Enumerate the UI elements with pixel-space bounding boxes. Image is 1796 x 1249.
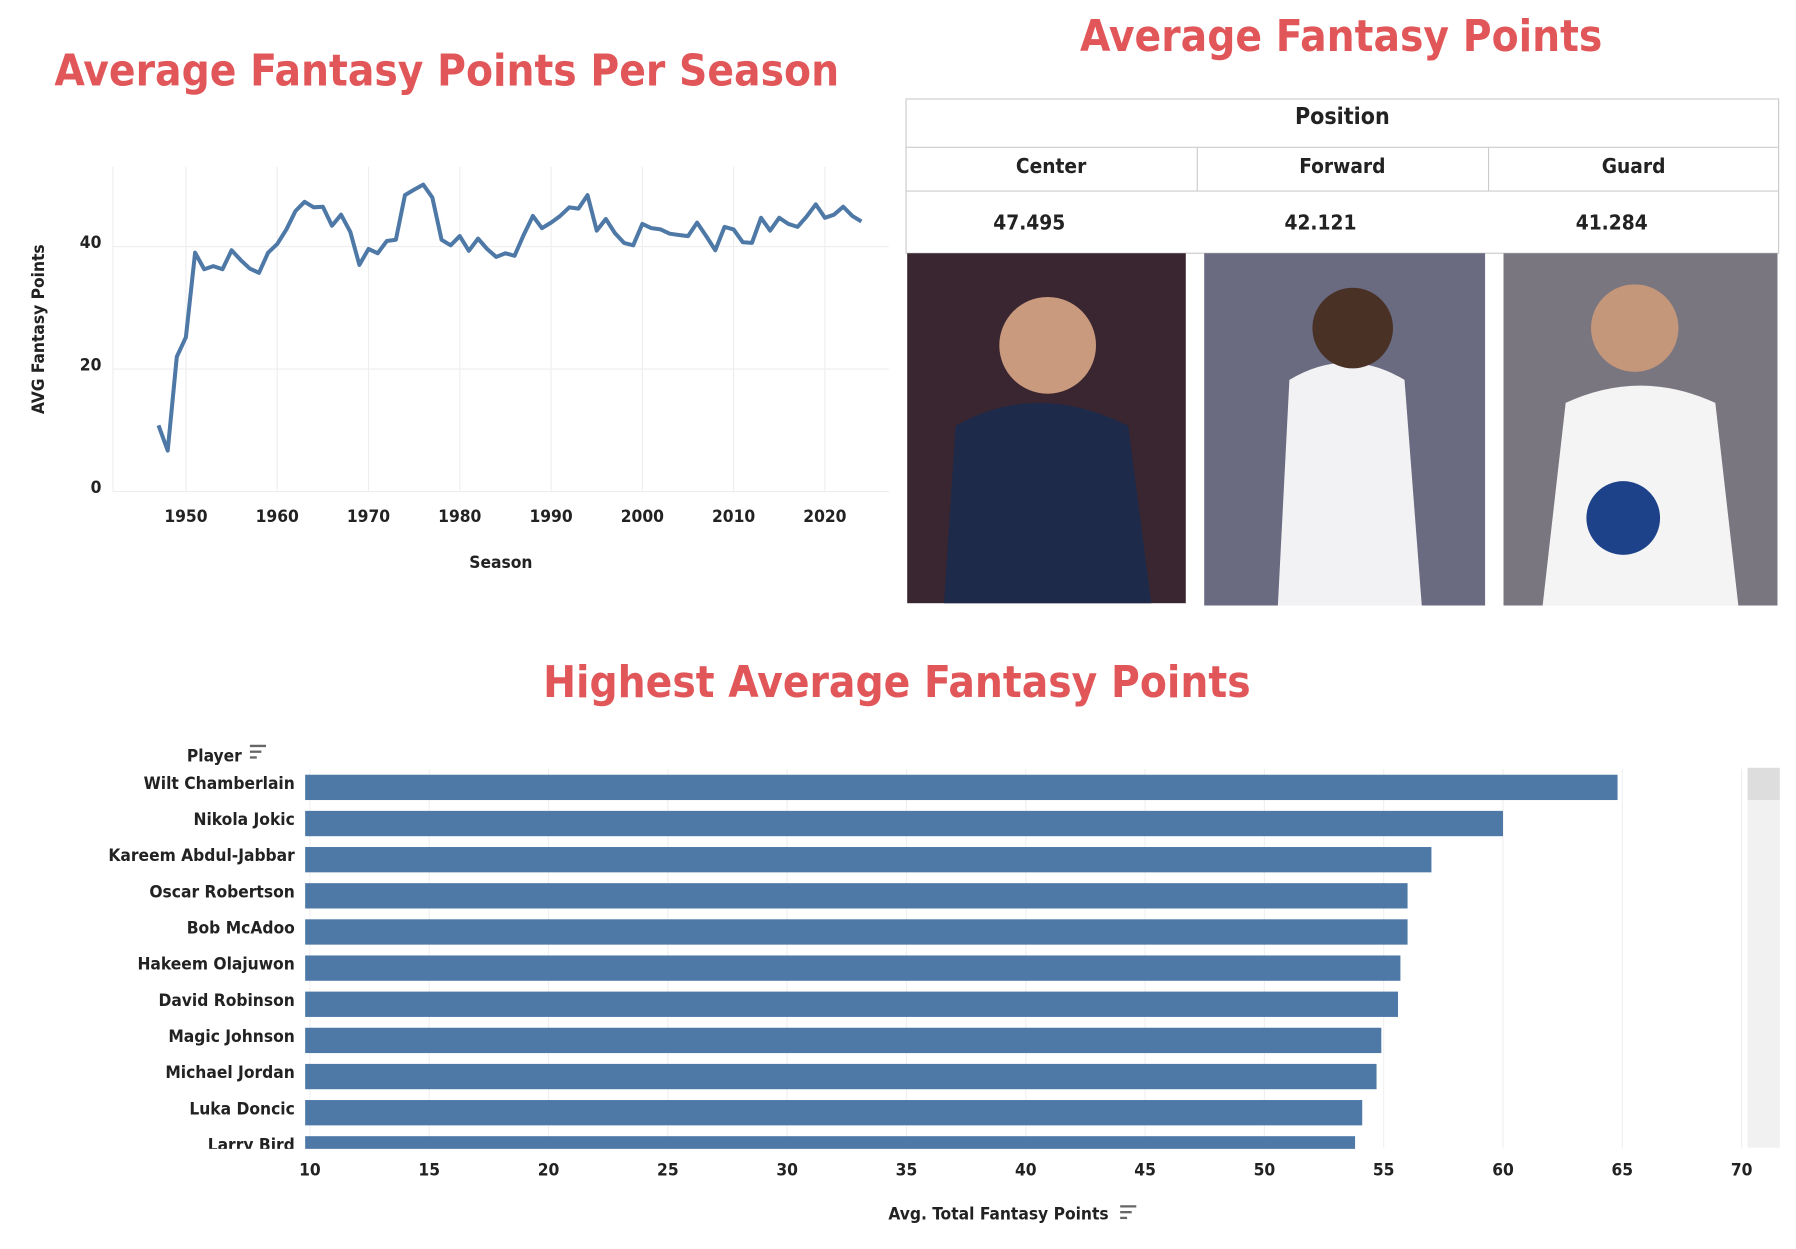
- x-tick-label: 1950: [164, 507, 207, 527]
- x-tick-label: 2000: [621, 507, 664, 527]
- table-value: 47.495: [993, 210, 1065, 234]
- y-tick-label: 20: [80, 356, 102, 376]
- y-tick-label: Larry Bird: [208, 1135, 295, 1155]
- y-tick-label: Kareem Abdul-Jabbar: [108, 846, 295, 866]
- y-tick-label: Oscar Robertson: [149, 882, 294, 902]
- x-tick-label: 25: [657, 1161, 679, 1181]
- y-tick-label: Michael Jordan: [165, 1063, 294, 1083]
- bar: [305, 1136, 1356, 1149]
- bar: [305, 991, 1399, 1017]
- y-tick-label: 0: [91, 478, 102, 498]
- table-header: Position: [1295, 104, 1390, 130]
- x-axis-label: Avg. Total Fantasy Points: [888, 1204, 1108, 1224]
- y-tick-label: Nikola Jokic: [194, 810, 295, 830]
- column-header: Center: [1016, 154, 1087, 178]
- bar-group: Wilt Chamberlain Nikola Jokic Kareem Abdul…: [108, 774, 1618, 1155]
- x-tick-label: 50: [1254, 1161, 1276, 1181]
- column-header: Guard: [1602, 154, 1666, 178]
- y-tick-label: Bob McAdoo: [187, 919, 295, 939]
- x-tick-label: 10: [299, 1161, 321, 1181]
- y-tick-label: David Robinson: [158, 991, 294, 1011]
- y-tick-label: Luka Doncic: [189, 1099, 294, 1119]
- y-axis-label: AVG Fantasy Points: [29, 244, 49, 414]
- x-tick-label: 65: [1612, 1161, 1634, 1181]
- table-value: 42.121: [1285, 210, 1357, 234]
- bar: [305, 1063, 1377, 1090]
- x-tick-label: 55: [1373, 1161, 1395, 1181]
- bar: [305, 774, 1618, 801]
- x-tick-label: 60: [1492, 1161, 1514, 1181]
- scrollbar-thumb[interactable]: [1747, 767, 1780, 801]
- column-header: Forward: [1299, 154, 1385, 178]
- x-tick-label: 1960: [256, 507, 299, 527]
- table-value: 41.284: [1576, 210, 1648, 234]
- x-tick-label: 1970: [347, 507, 390, 527]
- x-tick-label: 2010: [712, 507, 755, 527]
- player-photos: [907, 253, 1778, 606]
- table-title: Average Fantasy Points: [1080, 11, 1602, 62]
- y-tick-label: Hakeem Olajuwon: [137, 955, 294, 975]
- x-tick-label: 40: [1015, 1161, 1037, 1181]
- y-axis-label: Player: [187, 746, 242, 766]
- x-tick-label: 45: [1134, 1161, 1156, 1181]
- x-tick-label: 1980: [438, 507, 481, 527]
- y-tick-label: Magic Johnson: [168, 1027, 294, 1047]
- bar: [305, 1027, 1382, 1054]
- x-tick-label: 15: [418, 1161, 440, 1181]
- bar: [305, 810, 1504, 837]
- x-tick-label: 20: [538, 1161, 560, 1181]
- x-tick-label: 1990: [529, 507, 572, 527]
- bar: [305, 919, 1408, 945]
- bar: [305, 883, 1408, 909]
- x-axis-label: Season: [469, 553, 532, 573]
- x-tick-label: 30: [776, 1161, 798, 1181]
- y-tick-label: 40: [80, 233, 102, 253]
- chart-title: Average Fantasy Points Per Season: [54, 46, 839, 97]
- bar: [305, 1100, 1363, 1126]
- y-tick-label: Wilt Chamberlain: [144, 774, 295, 794]
- data-line: [156, 182, 863, 453]
- x-tick-label: 35: [896, 1161, 918, 1181]
- scrollbar[interactable]: [1747, 767, 1780, 1148]
- x-tick-label: 70: [1731, 1161, 1753, 1181]
- bar: [305, 847, 1432, 873]
- chart-title: Highest Average Fantasy Points: [543, 657, 1251, 708]
- x-tick-label: 2020: [803, 507, 846, 527]
- bar: [305, 955, 1401, 981]
